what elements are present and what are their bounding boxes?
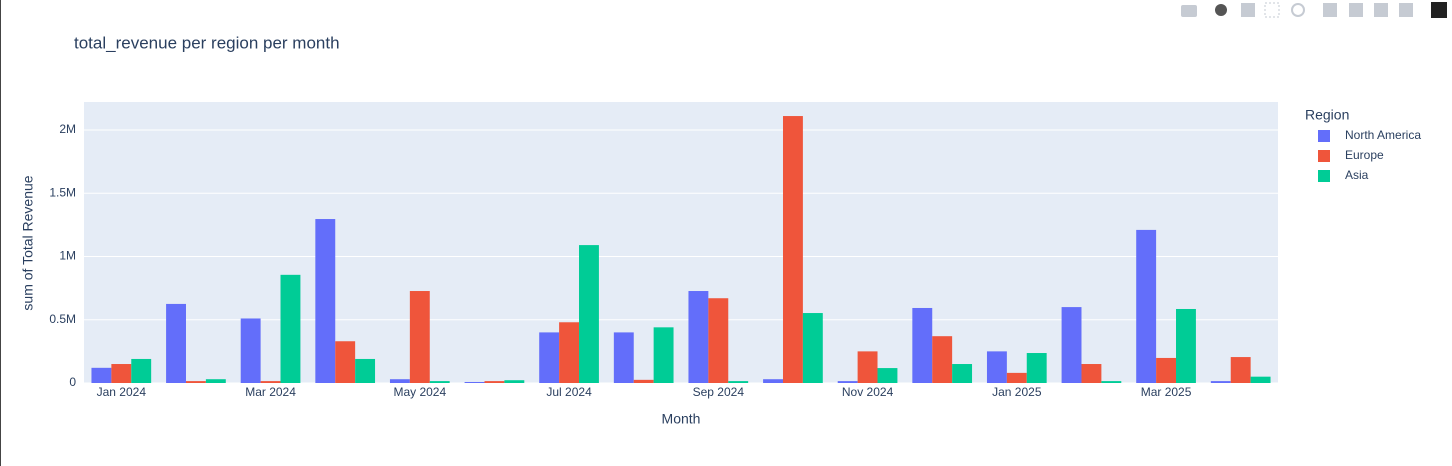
bar <box>857 351 878 383</box>
legend-label: North America <box>1345 128 1421 142</box>
bar <box>837 381 858 383</box>
bar <box>166 303 186 383</box>
bar <box>539 332 560 383</box>
x-tick-label: Jan 2024 <box>97 385 147 399</box>
bar <box>504 380 525 383</box>
bar <box>653 327 674 383</box>
bar <box>633 379 654 383</box>
legend-label: Europe <box>1345 148 1384 162</box>
legend-swatch <box>1318 170 1330 182</box>
bar <box>688 291 709 383</box>
bar <box>708 298 729 383</box>
plotly-logo[interactable] <box>1431 2 1447 18</box>
bar <box>802 313 823 383</box>
x-axis-title: Month <box>662 411 701 427</box>
plot-background <box>84 102 1278 383</box>
bar <box>429 381 450 383</box>
x-tick-label: Sep 2024 <box>693 385 745 399</box>
chart-title: total_revenue per region per month <box>74 33 340 52</box>
bar <box>1210 381 1231 383</box>
bar <box>1176 308 1196 383</box>
x-tick-label: Jul 2024 <box>546 385 592 399</box>
y-tick-label: 0 <box>69 375 76 389</box>
bar <box>389 379 410 383</box>
bar <box>559 322 580 383</box>
reset-icon[interactable] <box>1399 3 1413 17</box>
bar <box>912 307 933 383</box>
modebar <box>1181 2 1447 18</box>
bar <box>932 336 953 383</box>
camera-icon[interactable] <box>1181 5 1197 17</box>
legend-swatch <box>1318 150 1330 162</box>
bar <box>260 381 281 383</box>
bar <box>131 358 152 383</box>
bar <box>952 364 973 383</box>
bar <box>1006 372 1027 383</box>
bar <box>728 381 749 383</box>
zoom-out-icon[interactable] <box>1349 3 1363 17</box>
bar <box>205 379 226 383</box>
x-tick-label: Jan 2025 <box>992 385 1042 399</box>
bar <box>240 318 261 383</box>
bar <box>763 379 783 383</box>
bar <box>280 274 301 383</box>
x-tick-label: Mar 2024 <box>245 385 296 399</box>
bar <box>1061 307 1082 383</box>
bar <box>335 341 356 383</box>
autoscale-icon[interactable] <box>1374 3 1388 17</box>
zoom-icon[interactable] <box>1215 4 1227 16</box>
pan-icon[interactable] <box>1241 3 1255 17</box>
x-tick-label: Mar 2025 <box>1141 385 1192 399</box>
y-axis-title: sum of Total Revenue <box>20 175 36 310</box>
bar <box>613 332 634 383</box>
y-tick-label: 0.5M <box>49 312 76 326</box>
bar <box>355 358 376 383</box>
legend-label: Asia <box>1345 168 1369 182</box>
bar <box>1026 353 1047 383</box>
zoom-in-icon[interactable] <box>1323 3 1337 17</box>
legend-title: Region <box>1305 107 1349 123</box>
bar <box>782 116 803 383</box>
bar <box>877 368 898 383</box>
bar <box>1156 357 1177 383</box>
bar <box>1081 364 1102 383</box>
bar <box>185 381 206 383</box>
y-tick-label: 1.5M <box>49 185 76 199</box>
bar <box>1230 357 1251 383</box>
bar <box>111 364 132 383</box>
bar <box>1250 376 1271 383</box>
bar <box>91 367 112 383</box>
x-tick-label: Nov 2024 <box>842 385 894 399</box>
lasso-icon[interactable] <box>1291 3 1305 17</box>
bar <box>986 351 1007 383</box>
y-tick-label: 1M <box>59 249 76 263</box>
legend-swatch <box>1318 130 1330 142</box>
bar <box>484 381 505 383</box>
select-icon[interactable] <box>1264 2 1280 18</box>
bar <box>315 219 336 383</box>
y-tick-label: 2M <box>59 122 76 136</box>
x-tick-label: May 2024 <box>393 385 446 399</box>
bar <box>464 381 485 383</box>
bar <box>1136 229 1157 383</box>
bar <box>409 291 430 383</box>
bar <box>579 245 599 383</box>
bar <box>1101 381 1122 383</box>
